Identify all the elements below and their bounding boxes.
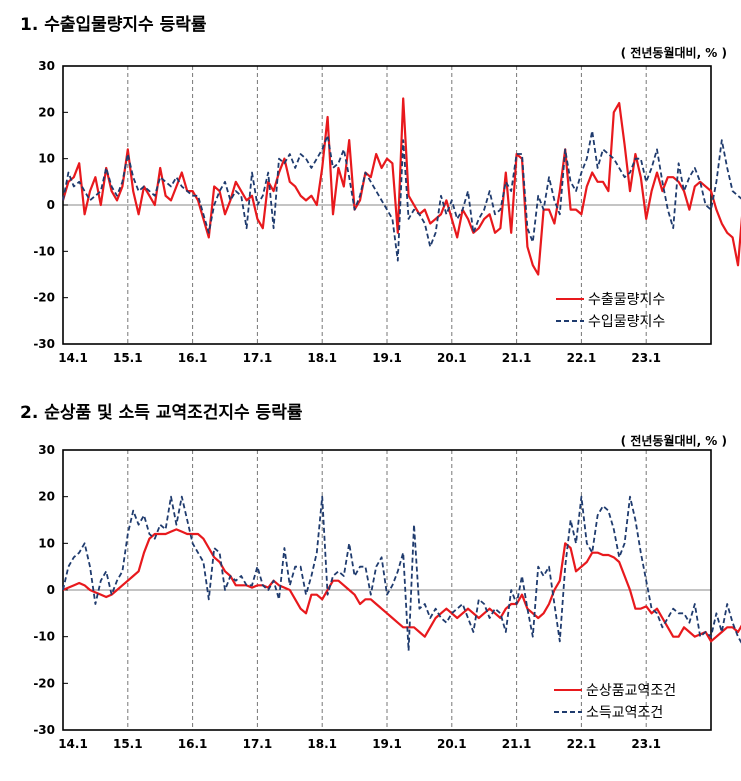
chart2-title: 2. 순상품 및 소득 교역조건지수 등락률 <box>20 403 303 423</box>
y-tick-label: 10 <box>38 152 55 166</box>
x-tick-label: 21.1 <box>502 737 532 751</box>
y-tick-label: -20 <box>33 291 55 305</box>
legend-label: 수입물량지수 <box>588 314 665 330</box>
y-tick-label: -20 <box>33 676 55 690</box>
y-tick-label: 30 <box>38 443 55 457</box>
x-tick-label: 20.1 <box>437 351 467 365</box>
x-tick-label: 15.1 <box>113 737 143 751</box>
x-tick-label: 19.1 <box>372 351 402 365</box>
x-tick-label: 22.1 <box>567 351 597 365</box>
y-tick-label: -30 <box>33 723 55 737</box>
y-tick-label: -10 <box>33 244 55 258</box>
x-tick-label: 19.1 <box>372 737 402 751</box>
chart1-title: 1. 수출입물량지수 등락률 <box>20 15 207 35</box>
x-tick-label: 16.1 <box>178 351 208 365</box>
y-tick-label: 0 <box>47 583 55 597</box>
y-tick-label: -30 <box>33 337 55 351</box>
y-tick-label: 30 <box>38 59 55 73</box>
x-tick-label: 14.1 <box>58 351 88 365</box>
y-tick-label: 20 <box>38 490 55 504</box>
x-tick-label: 21.1 <box>502 351 532 365</box>
legend-label: 소득교역조건 <box>586 705 663 721</box>
x-tick-label: 18.1 <box>307 737 337 751</box>
x-tick-label: 16.1 <box>178 737 208 751</box>
legend-label: 순상품교역조건 <box>586 683 676 699</box>
chart1-unit-label: ( 전년동월대비, % ) <box>620 46 727 60</box>
y-tick-label: 20 <box>38 105 55 119</box>
chart2-unit-label: ( 전년동월대비, % ) <box>620 434 727 448</box>
x-tick-label: 23.1 <box>631 351 661 365</box>
legend-label: 수출물량지수 <box>588 292 665 308</box>
y-tick-label: 10 <box>38 536 55 550</box>
y-tick-label: -10 <box>33 630 55 644</box>
series-line-2 <box>62 129 741 262</box>
series-line-2 <box>62 495 741 652</box>
x-tick-label: 23.1 <box>631 737 661 751</box>
x-tick-label: 15.1 <box>113 351 143 365</box>
x-tick-label: 22.1 <box>567 737 597 751</box>
x-tick-label: 17.1 <box>243 351 273 365</box>
x-tick-label: 18.1 <box>307 351 337 365</box>
x-tick-label: 14.1 <box>58 737 88 751</box>
x-tick-label: 17.1 <box>243 737 273 751</box>
y-tick-label: 0 <box>47 198 55 212</box>
series-line-1 <box>62 528 741 643</box>
x-tick-label: 20.1 <box>437 737 467 751</box>
